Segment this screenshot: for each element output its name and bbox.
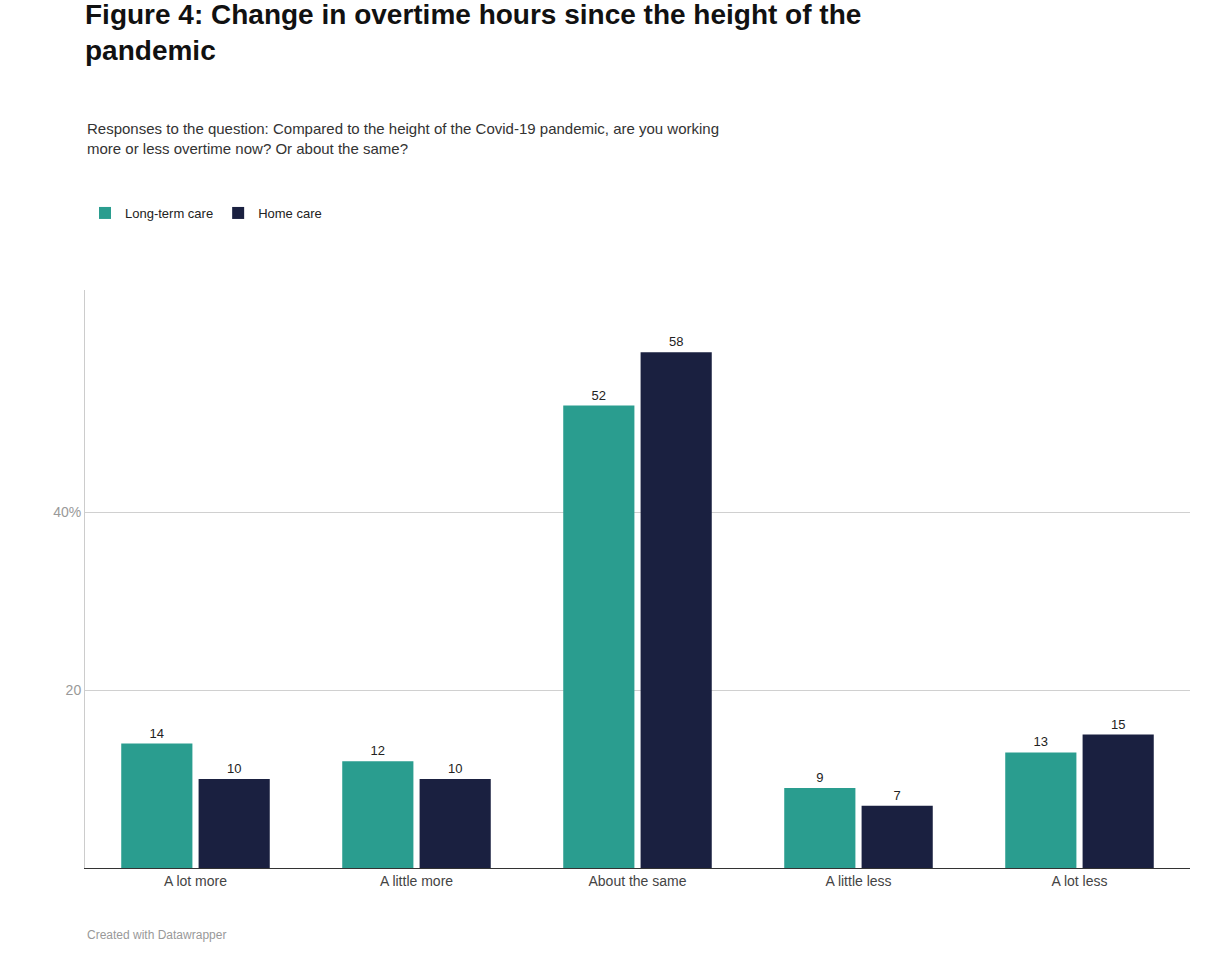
svg-text:12: 12 (371, 743, 385, 758)
svg-text:Responses to the question: Com: Responses to the question: Compared to t… (87, 120, 719, 157)
svg-text:A little less: A little less (825, 873, 891, 889)
svg-text:58: 58 (669, 334, 683, 349)
svg-text:Created with Datawrapper: Created with Datawrapper (87, 928, 226, 942)
svg-text:A little more: A little more (380, 873, 453, 889)
svg-text:Figure 4: Change in overtime h: Figure 4: Change in overtime hours since… (85, 0, 861, 66)
svg-text:About the same: About the same (588, 873, 686, 889)
svg-text:13: 13 (1034, 734, 1048, 749)
svg-text:Home care: Home care (258, 206, 322, 221)
svg-text:10: 10 (448, 761, 462, 776)
svg-text:7: 7 (894, 788, 901, 803)
svg-text:14: 14 (150, 726, 164, 741)
svg-text:15: 15 (1111, 717, 1125, 732)
svg-text:A lot less: A lot less (1051, 873, 1107, 889)
svg-text:9: 9 (816, 770, 823, 785)
svg-text:10: 10 (227, 761, 241, 776)
svg-text:52: 52 (592, 388, 606, 403)
svg-text:A lot more: A lot more (164, 873, 227, 889)
svg-text:Long-term care: Long-term care (125, 206, 213, 221)
svg-text:40%: 40% (53, 504, 81, 520)
svg-text:20: 20 (66, 682, 82, 698)
